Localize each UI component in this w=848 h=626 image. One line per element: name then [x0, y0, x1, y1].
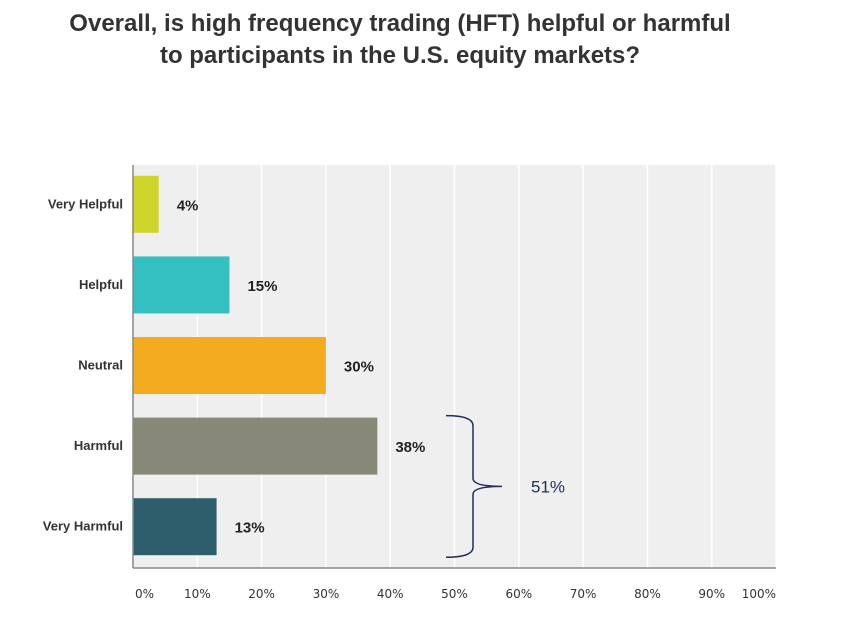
- category-label: Helpful: [79, 277, 123, 292]
- bar-very-harmful: [133, 498, 217, 556]
- x-axis-ticks: 0% 10% 20% 30% 40% 50% 60% 70% 80% 90% 100%: [135, 587, 776, 601]
- bars: [133, 175, 378, 556]
- x-tick-label: 40%: [377, 587, 404, 601]
- x-tick-label: 20%: [248, 587, 275, 601]
- x-tick-label: 80%: [634, 587, 661, 601]
- harmful-bracket: 51%: [445, 414, 565, 558]
- x-tick-label: 90%: [698, 587, 725, 601]
- bar-very-helpful: [133, 175, 159, 233]
- category-label: Harmful: [74, 438, 123, 453]
- x-tick-label: 30%: [313, 587, 340, 601]
- x-tick-label: 10%: [184, 587, 211, 601]
- x-tick-label: 0%: [135, 587, 154, 601]
- data-label: 4%: [177, 197, 199, 214]
- category-label: Neutral: [78, 358, 123, 373]
- data-labels: 4% 15% 30% 38% 13%: [177, 197, 426, 536]
- bar-harmful: [133, 417, 378, 475]
- category-label: Very Helpful: [48, 196, 123, 211]
- category-labels: Very Helpful Helpful Neutral Harmful Very Ha…: [43, 196, 123, 533]
- category-label: Very Harmful: [43, 519, 123, 534]
- data-label: 38%: [395, 439, 425, 456]
- bracket-shape: [445, 414, 503, 558]
- x-tick-label: 100%: [742, 587, 776, 601]
- x-tick-label: 70%: [570, 587, 597, 601]
- gridlines: [196, 165, 777, 568]
- x-tick-label: 50%: [441, 587, 468, 601]
- data-label: 30%: [344, 359, 374, 376]
- data-label: 13%: [235, 520, 265, 537]
- bracket-label: 51%: [531, 477, 565, 496]
- x-tick-label: 60%: [505, 587, 532, 601]
- bar-neutral: [133, 337, 326, 394]
- bar-helpful: [133, 256, 230, 314]
- data-label: 15%: [247, 278, 277, 295]
- chart-title: Overall, is high frequency trading (HFT)…: [69, 10, 731, 69]
